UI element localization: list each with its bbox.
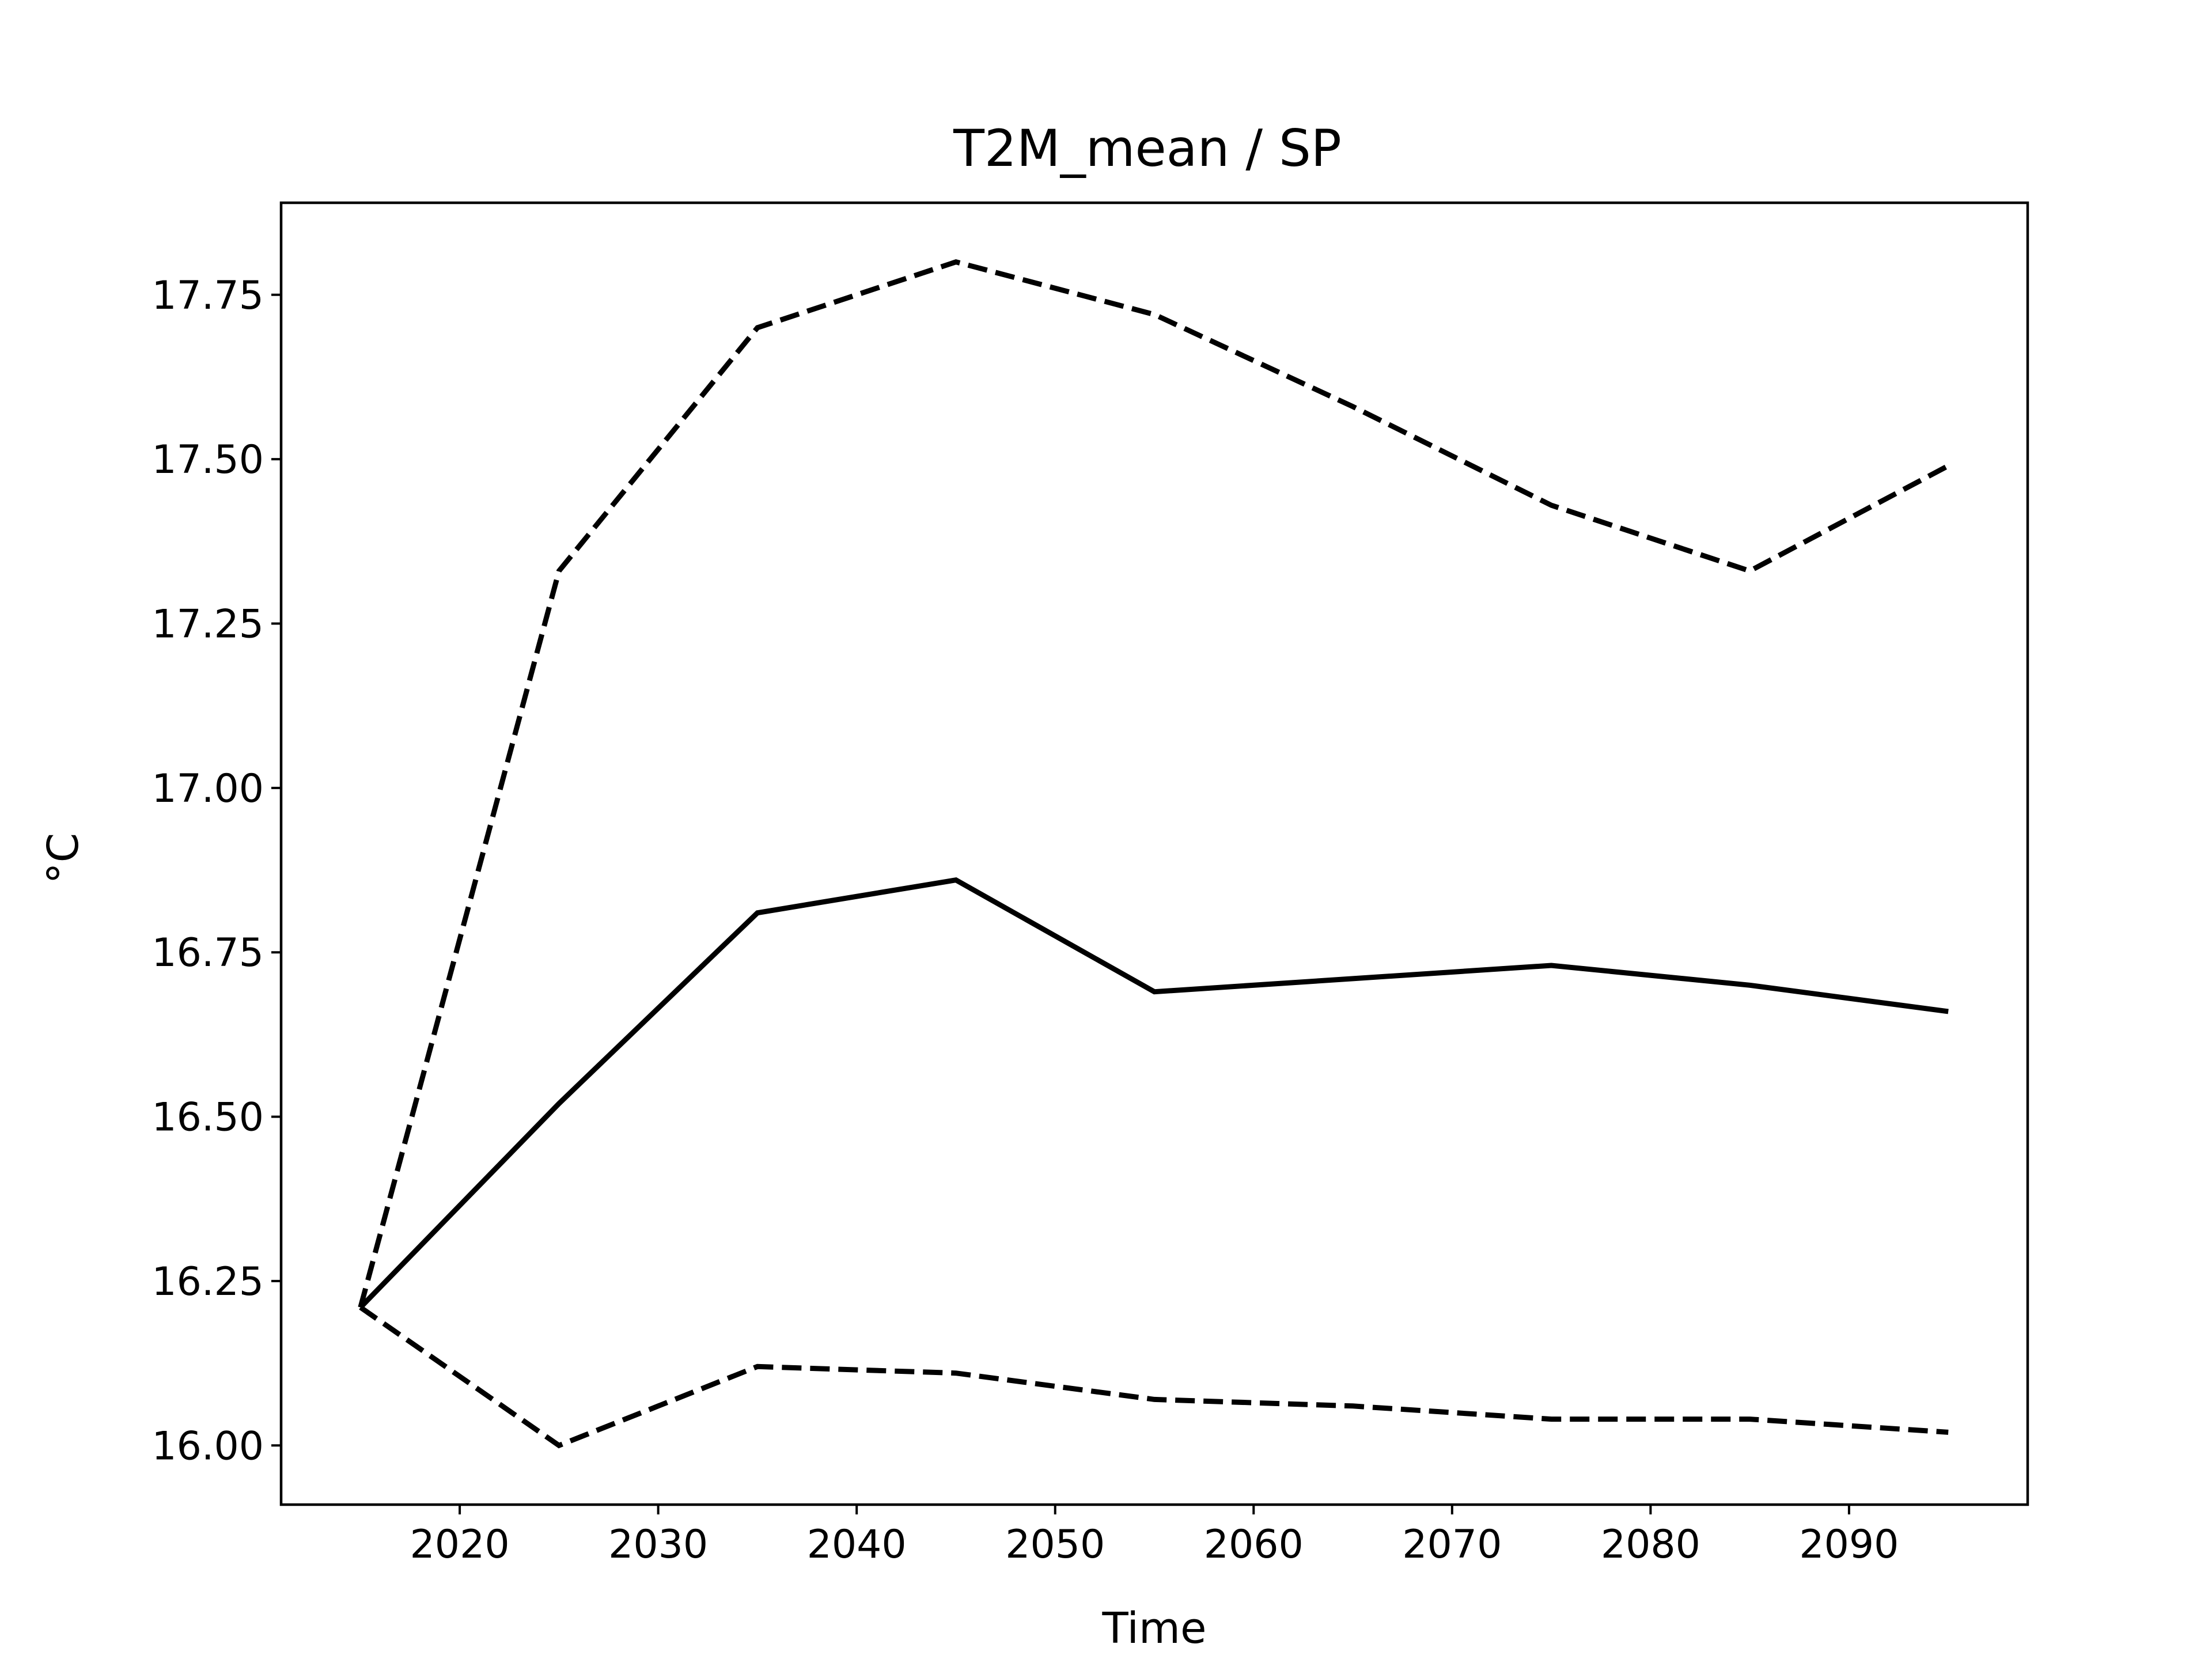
y-tick-label: 17.00	[151, 766, 264, 812]
plot-frame	[279, 201, 2029, 1506]
x-tick-label: 2050	[1005, 1522, 1105, 1567]
x-axis-label: Time	[1101, 1604, 1206, 1653]
series-line-2	[358, 259, 1950, 1308]
y-axis-label: °C	[39, 833, 88, 884]
y-tick-label: 16.75	[151, 930, 264, 976]
y-tick-label: 17.75	[151, 273, 264, 319]
y-tick-label: 16.25	[151, 1259, 264, 1305]
x-tick-label: 2070	[1402, 1522, 1502, 1567]
x-axis-ticks: 2020 2030 2040 2050 2060 2070 2080 2090	[410, 1505, 1899, 1567]
y-tick-label: 17.25	[151, 602, 264, 647]
x-tick-label: 2040	[807, 1522, 907, 1567]
x-tick-label: 2090	[1799, 1522, 1899, 1567]
y-tick-label: 17.50	[151, 437, 264, 483]
y-tick-label: 16.00	[151, 1423, 264, 1469]
chart-title: T2M_mean / SP	[953, 119, 1342, 178]
x-tick-label: 2060	[1204, 1522, 1304, 1567]
x-tick-label: 2020	[410, 1522, 510, 1567]
x-tick-label: 2030	[608, 1522, 708, 1567]
series-line-3	[359, 1305, 1949, 1449]
series-layer	[358, 259, 1950, 1449]
series-line-1	[358, 877, 1949, 1309]
x-tick-label: 2080	[1601, 1522, 1700, 1567]
y-axis-ticks: 16.00 16.25 16.50 16.75 17.00 17.25 17.50 17.75	[151, 273, 281, 1469]
y-tick-label: 16.50	[151, 1095, 264, 1141]
